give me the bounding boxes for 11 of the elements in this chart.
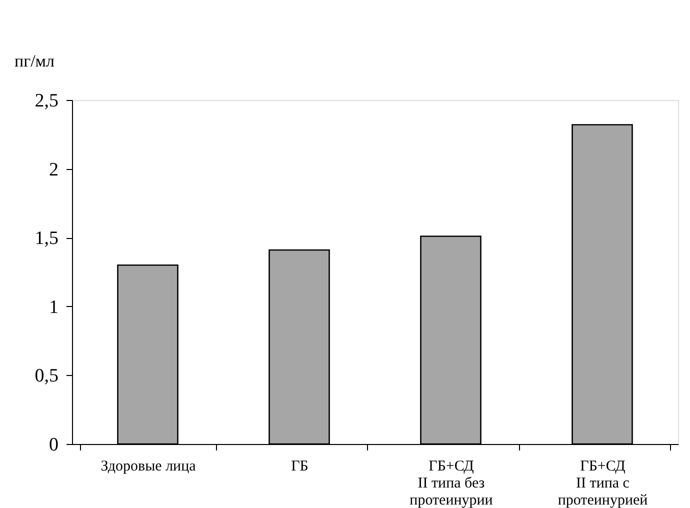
y-tick-label: 0,5	[34, 366, 58, 387]
y-tick-label: 1,5	[34, 228, 58, 250]
x-tick-label: Здоровые лица	[100, 458, 196, 474]
y-tick-label: 2	[49, 159, 58, 180]
y-tick-label: 2,5	[34, 90, 58, 112]
x-tick-label: ГБ+СД II типа без протеинурии	[410, 458, 493, 508]
y-axis-title: пг/мл	[14, 52, 56, 70]
y-tick-label: 0	[49, 434, 58, 456]
x-tick-label: ГБ+СД II типа с протеинурией	[558, 458, 648, 508]
x-tick-label: ГБ	[291, 458, 308, 474]
y-tick-label: 1	[49, 296, 58, 318]
